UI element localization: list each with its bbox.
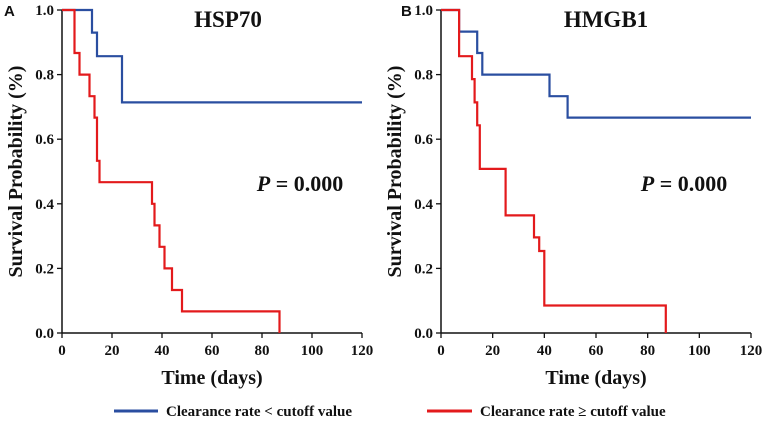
survival-curve-low-clearance: [62, 8, 362, 104]
x-tick-label: 100: [688, 343, 711, 359]
panel-label: A: [4, 3, 15, 20]
y-tick-label: 1.0: [35, 3, 54, 19]
legend-label-high: Clearance rate ≥ cutoff value: [480, 404, 666, 420]
x-tick-label: 0: [437, 343, 445, 359]
x-tick-label: 100: [301, 343, 324, 359]
x-tick-label: 40: [537, 343, 552, 359]
chart-title: HSP70: [194, 7, 262, 32]
p-value: = 0.000: [270, 171, 343, 196]
y-tick-label: 0.8: [35, 68, 54, 84]
p-value-annotation: P = 0.000: [256, 171, 344, 196]
survival-curve-high-clearance: [441, 8, 667, 333]
p-symbol: P: [640, 171, 655, 196]
x-tick-label: 0: [58, 343, 66, 359]
y-tick-label: 0.2: [35, 261, 54, 277]
x-tick-label: 80: [255, 343, 270, 359]
x-tick-label: 60: [205, 343, 220, 359]
y-tick-label: 0.4: [35, 197, 54, 213]
x-tick-label: 40: [155, 343, 170, 359]
x-tick-label: 20: [485, 343, 500, 359]
x-tick-label: 80: [640, 343, 655, 359]
y-tick-label: 0.2: [414, 261, 433, 277]
y-axis-title: Survival Probability (%): [384, 66, 406, 278]
x-axis-title: Time (days): [161, 367, 262, 389]
legend-label-low: Clearance rate < cutoff value: [166, 404, 352, 420]
x-tick-label: 120: [740, 343, 763, 359]
y-tick-label: 0.0: [414, 326, 433, 342]
x-axis-title: Time (days): [545, 367, 646, 389]
x-tick-label: 120: [351, 343, 374, 359]
chart-title: HMGB1: [564, 7, 648, 32]
survival-curve-high-clearance: [62, 8, 281, 333]
y-tick-label: 0.6: [414, 132, 433, 148]
p-value: = 0.000: [654, 171, 727, 196]
x-tick-label: 20: [105, 343, 120, 359]
y-tick-label: 0.6: [35, 132, 54, 148]
y-axis-title: Survival Probability (%): [5, 66, 27, 278]
x-tick-label: 60: [589, 343, 604, 359]
y-tick-label: 0.4: [414, 197, 433, 213]
y-tick-label: 1.0: [414, 3, 433, 19]
panel-label: B: [401, 3, 412, 20]
p-value-annotation: P = 0.000: [640, 171, 728, 196]
y-tick-label: 0.8: [414, 68, 433, 84]
y-tick-label: 0.0: [35, 326, 54, 342]
p-symbol: P: [256, 171, 271, 196]
